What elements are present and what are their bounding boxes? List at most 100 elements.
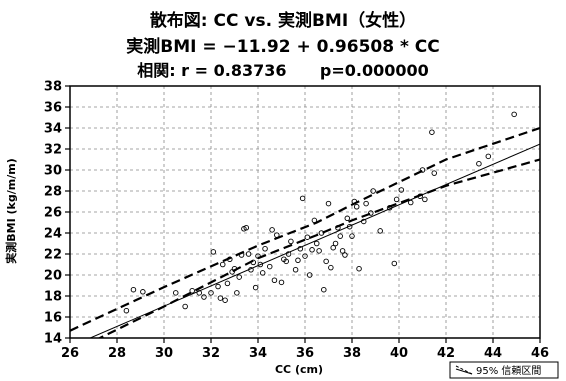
data-point — [219, 261, 226, 268]
y-tick-label: 14 — [44, 332, 62, 347]
regression-line-group — [88, 143, 540, 338]
data-point — [172, 290, 179, 296]
legend: 95% 信頼区間 — [449, 361, 559, 379]
correlation-stats: 相関: r = 0.83736 p=0.000000 — [137, 61, 429, 80]
regression-equation: 実測BMI = −11.92 + 0.96508 * CC — [126, 36, 440, 57]
data-point — [189, 288, 195, 294]
data-point — [285, 251, 292, 257]
data-point — [304, 234, 311, 240]
data-point — [353, 203, 360, 210]
data-point — [245, 251, 252, 257]
data-point — [222, 297, 228, 303]
data-point — [330, 244, 336, 251]
data-points — [123, 111, 517, 314]
y-tick-label: 24 — [44, 227, 62, 242]
data-point — [302, 253, 308, 259]
data-point — [196, 290, 202, 296]
data-point — [346, 223, 353, 230]
data-point — [316, 248, 322, 254]
data-point — [328, 264, 334, 271]
data-point — [314, 240, 320, 247]
y-tick-label: 38 — [44, 80, 62, 95]
y-tick-label: 28 — [44, 185, 62, 200]
data-point — [476, 160, 482, 167]
data-point — [370, 188, 376, 194]
data-point — [283, 258, 289, 265]
data-point — [332, 240, 339, 247]
data-point — [363, 200, 369, 207]
data-point — [236, 274, 242, 280]
data-point — [295, 257, 301, 264]
data-point — [422, 196, 428, 203]
data-point — [238, 252, 245, 258]
data-point — [257, 261, 264, 268]
x-tick-label: 46 — [531, 346, 549, 361]
data-point — [349, 233, 355, 239]
x-tick-label: 38 — [343, 346, 361, 361]
data-point — [288, 238, 294, 245]
regression-line — [88, 143, 540, 338]
data-point — [419, 167, 426, 173]
y-tick-label: 22 — [44, 248, 62, 263]
data-point — [262, 245, 268, 252]
x-tick-label: 44 — [484, 346, 502, 361]
data-point — [250, 259, 257, 266]
data-point — [224, 280, 231, 287]
data-point — [356, 265, 362, 272]
x-tick-label: 26 — [61, 346, 79, 361]
data-point — [271, 277, 278, 284]
data-point — [485, 153, 492, 160]
data-point — [299, 195, 306, 202]
data-point — [267, 263, 273, 270]
data-point — [325, 200, 332, 207]
data-point — [321, 286, 327, 293]
data-point — [259, 270, 266, 276]
legend-swatch-icon — [455, 365, 473, 375]
data-point — [417, 193, 423, 199]
data-point — [344, 215, 351, 222]
x-tick-label: 40 — [390, 346, 408, 361]
data-point — [511, 111, 517, 118]
data-point — [368, 210, 374, 216]
y-tick-label: 20 — [44, 269, 62, 284]
x-axis-ticks: 26 28 30 32 34 36 38 40 42 44 46 — [61, 338, 549, 361]
y-tick-label: 32 — [44, 143, 62, 158]
x-axis-label: CC (cm) — [275, 363, 323, 376]
data-point — [398, 187, 405, 193]
y-tick-label: 34 — [44, 122, 62, 137]
y-axis-ticks: 14 16 18 20 22 24 26 28 30 32 34 36 38 — [44, 80, 70, 347]
data-point — [278, 279, 285, 286]
chart-title: 散布図: CC vs. 実測BMI（女性） — [150, 10, 416, 31]
data-point — [252, 284, 259, 291]
data-point — [269, 227, 275, 233]
data-point — [255, 253, 261, 259]
data-point — [123, 307, 130, 314]
confidence-upper-line — [70, 126, 540, 332]
x-tick-label: 30 — [155, 346, 173, 361]
data-point — [130, 286, 137, 293]
data-point — [431, 170, 438, 176]
data-point — [318, 230, 325, 236]
legend-box — [449, 361, 559, 379]
data-point — [217, 295, 224, 301]
y-tick-label: 16 — [44, 311, 62, 326]
y-tick-label: 18 — [44, 290, 62, 305]
data-point — [215, 283, 221, 290]
data-point — [393, 196, 400, 203]
data-point — [248, 267, 254, 273]
data-point — [323, 258, 329, 265]
data-point — [339, 248, 346, 254]
data-point — [231, 265, 238, 272]
data-point — [210, 249, 217, 255]
data-point — [309, 247, 315, 253]
data-point — [337, 233, 344, 239]
data-point — [351, 198, 358, 205]
data-point — [335, 224, 341, 231]
x-tick-label: 42 — [437, 346, 455, 361]
data-point — [311, 217, 318, 224]
x-tick-label: 32 — [202, 346, 220, 361]
data-point — [182, 303, 188, 310]
